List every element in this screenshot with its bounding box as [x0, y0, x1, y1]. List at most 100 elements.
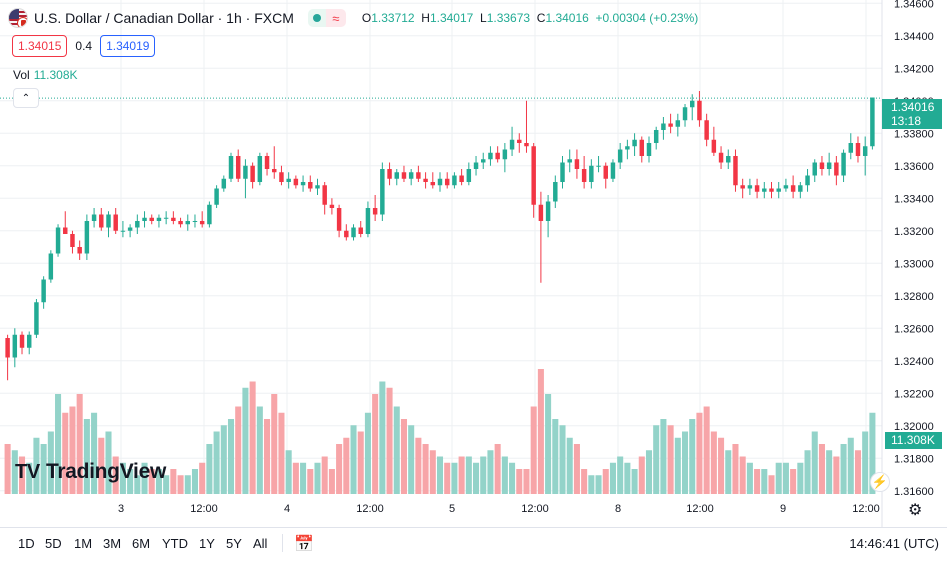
candle-body — [430, 182, 436, 186]
candle-body — [603, 165, 608, 179]
toolbar-divider — [282, 534, 283, 552]
candle-body — [12, 334, 18, 358]
volume-bar — [653, 425, 660, 494]
volume-bar — [134, 475, 141, 494]
volume-bar — [754, 469, 761, 494]
volume-bar — [264, 419, 271, 494]
volume-bar — [307, 469, 314, 494]
x-tick-label: 8 — [615, 503, 621, 515]
volume-bar — [645, 450, 653, 494]
calendar-goto-icon[interactable]: 📅 — [294, 536, 314, 553]
candle-body — [199, 221, 205, 225]
volume-bar — [271, 394, 278, 494]
candle-body — [372, 208, 378, 215]
candle-body — [41, 279, 46, 303]
timeframe-6m[interactable]: 6M — [132, 536, 151, 551]
timeframe-all[interactable]: All — [253, 536, 268, 551]
symbol-header[interactable]: U.S. Dollar / Canadian Dollar · 1h · FXC… — [8, 6, 698, 30]
collapse-legend-button[interactable]: ⌃ — [13, 88, 39, 108]
candle-body — [336, 208, 342, 231]
volume-bar — [11, 450, 18, 494]
volume-legend[interactable]: Vol 11.308K — [13, 68, 78, 82]
candle-body — [286, 178, 291, 182]
candle-body — [34, 302, 39, 335]
candle-body — [250, 165, 255, 182]
volume-bar — [47, 431, 54, 494]
candle-body — [596, 165, 601, 167]
candle-body — [163, 217, 169, 219]
volume-bar — [40, 444, 47, 494]
timeframe-ytd[interactable]: YTD — [162, 536, 188, 551]
sell-price-button[interactable]: 1.34015 — [12, 35, 68, 57]
candle-body — [639, 139, 645, 156]
volume-bar — [422, 444, 429, 494]
y-tick-label: 1.33200 — [894, 226, 934, 238]
spread-value: 0.4 — [75, 39, 93, 53]
volume-bar — [790, 469, 797, 494]
candle-body — [704, 120, 709, 140]
candle-body — [106, 214, 111, 228]
candle-body — [113, 214, 118, 231]
candle-body — [120, 230, 126, 232]
candle-body — [812, 162, 817, 176]
volume-bar — [227, 419, 235, 494]
volume-bar — [119, 462, 126, 494]
utc-clock[interactable]: 14:46:41 (UTC) — [849, 536, 939, 551]
candle-body — [228, 156, 234, 179]
volume-bar — [177, 475, 184, 494]
candle-body — [769, 188, 774, 192]
candle-body — [855, 143, 861, 156]
y-tick-label: 1.33800 — [894, 128, 934, 140]
volume-bar — [292, 462, 299, 494]
candle-body — [401, 172, 407, 179]
timeframe-1d[interactable]: 1D — [18, 536, 35, 551]
volume-bar — [155, 469, 162, 494]
tradingview-logo[interactable]: TV TradingView — [15, 460, 166, 484]
candle-body — [560, 162, 565, 182]
volume-bar — [458, 456, 465, 494]
volume-bar — [62, 412, 69, 494]
volume-bar — [83, 419, 90, 494]
timeframe-5y[interactable]: 5Y — [226, 536, 242, 551]
candle-body — [221, 178, 227, 189]
volume-bar — [191, 469, 199, 494]
volume-bar — [372, 394, 379, 494]
volume-bar — [170, 469, 177, 494]
y-tick-label: 1.34200 — [894, 63, 934, 75]
buy-price-button[interactable]: 1.34019 — [100, 35, 156, 57]
volume-bar — [55, 394, 62, 494]
candle-body — [127, 227, 133, 231]
timeframe-1y[interactable]: 1Y — [199, 536, 215, 551]
bottom-toolbar: 1D 5D 1M 3M 6M YTD 1Y 5Y All 📅 14:46:41 … — [0, 527, 947, 557]
candle-body — [452, 175, 457, 186]
candle-body — [524, 143, 529, 147]
candle-body — [834, 162, 839, 176]
timeframe-1m[interactable]: 1M — [74, 536, 93, 551]
volume-bar — [429, 450, 436, 494]
candle-body — [841, 152, 846, 176]
volume-legend-value: 11.308K — [33, 68, 78, 82]
candle-body — [805, 175, 810, 186]
timeframe-3m[interactable]: 3M — [103, 536, 122, 551]
candle-body — [740, 185, 745, 189]
candle-body — [783, 185, 789, 189]
volume-bar — [184, 475, 191, 494]
volume-bar — [638, 456, 645, 494]
volume-bar — [537, 369, 544, 494]
candle-body — [747, 185, 753, 189]
symbol-title[interactable]: U.S. Dollar / Canadian Dollar · 1h · FXC… — [34, 10, 294, 26]
market-status-pills[interactable]: ≈ — [307, 9, 346, 27]
volume-bar — [242, 387, 249, 494]
volume-bar — [804, 450, 811, 494]
volume-bar — [732, 444, 739, 494]
candle-body — [617, 149, 623, 163]
timeframe-5d[interactable]: 5D — [45, 536, 62, 551]
candle-body — [423, 178, 428, 182]
candle-body — [754, 185, 760, 192]
volume-bar — [444, 462, 451, 494]
lightning-icon[interactable]: ⚡ — [870, 472, 890, 492]
candlestick-chart[interactable]: 1.346001.344001.342001.340001.338001.336… — [0, 0, 947, 527]
candle-body — [63, 227, 68, 234]
volume-bar — [494, 444, 501, 494]
gear-icon[interactable]: ⚙ — [908, 502, 923, 519]
